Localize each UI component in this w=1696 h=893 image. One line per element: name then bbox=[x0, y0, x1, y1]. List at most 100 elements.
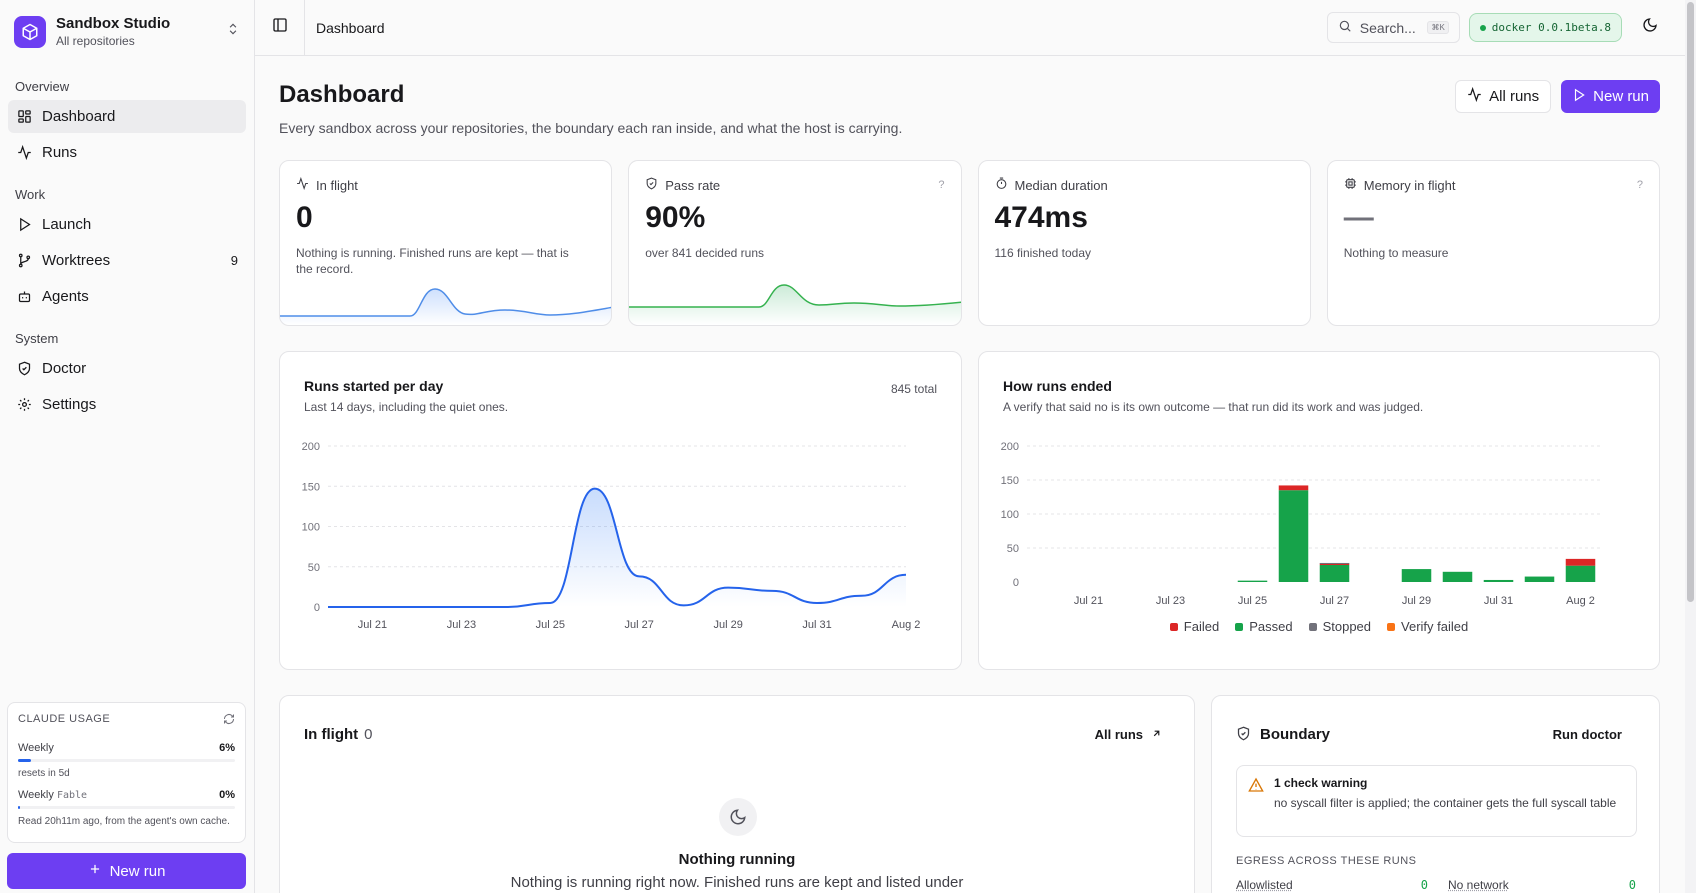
x-tick-label: Jul 31 bbox=[1484, 595, 1513, 607]
run-doctor-button[interactable]: Run doctor bbox=[1552, 727, 1622, 742]
egress-title: EGRESS ACROSS THESE RUNS bbox=[1236, 855, 1417, 867]
sidebar-new-run-button[interactable]: New run bbox=[7, 853, 246, 889]
bar-passed bbox=[1237, 580, 1268, 582]
legend-item: Verify failed bbox=[1387, 619, 1468, 634]
runs-per-day-card: 0 50 100 150 200 Jul 21 Jul 23 Jul 25 Jul 27 Jul … bbox=[279, 351, 962, 670]
stat-detail: over 841 decided runs bbox=[645, 246, 764, 260]
legend-swatch bbox=[1387, 622, 1396, 631]
nav-worktrees-label: Worktrees bbox=[42, 252, 111, 269]
play-icon bbox=[1572, 88, 1586, 106]
x-tick-label: Jul 21 bbox=[1074, 595, 1103, 607]
x-tick-label: Jul 31 bbox=[802, 619, 831, 631]
stat-card-pass-rate: Pass rate ? 90% over 841 decided runs bbox=[628, 160, 962, 326]
search-input[interactable]: Search... ⌘K bbox=[1326, 12, 1460, 43]
nav-agents[interactable]: Agents bbox=[8, 280, 246, 313]
warning-triangle-icon bbox=[1248, 777, 1264, 798]
workspace-scope: All repositories bbox=[56, 34, 135, 48]
in-flight-all-runs-link[interactable]: All runs bbox=[1095, 727, 1162, 742]
fable-usage-label: Weekly bbox=[18, 789, 54, 801]
legend-swatch bbox=[1308, 622, 1317, 631]
scrollbar-thumb[interactable] bbox=[1687, 2, 1694, 602]
bar-failed bbox=[1278, 485, 1309, 491]
worktrees-count: 9 bbox=[230, 253, 238, 268]
y-tick-label: 0 bbox=[314, 602, 320, 614]
in-flight-title: In flight bbox=[304, 726, 359, 743]
y-tick-label: 0 bbox=[1013, 577, 1019, 589]
nav-settings[interactable]: Settings bbox=[8, 388, 246, 421]
new-run-button[interactable]: New run bbox=[1561, 80, 1660, 113]
nav-doctor[interactable]: Doctor bbox=[8, 352, 246, 385]
x-tick-label: Jul 25 bbox=[1238, 595, 1267, 607]
bar-failed bbox=[1565, 558, 1596, 566]
x-tick-label: Jul 23 bbox=[447, 619, 476, 631]
topbar: Dashboard Search... ⌘K docker 0.0.1beta.… bbox=[255, 0, 1696, 56]
shield-check-icon bbox=[645, 177, 658, 193]
nav-dashboard-label: Dashboard bbox=[42, 108, 116, 125]
page-scrollbar[interactable] bbox=[1685, 0, 1696, 893]
section-work-title: Work bbox=[15, 187, 46, 202]
nav-worktrees[interactable]: Worktrees 9 bbox=[8, 244, 246, 277]
bar-stopped bbox=[1319, 562, 1350, 564]
sidebar-toggle-button[interactable] bbox=[255, 0, 305, 56]
stat-label: Median duration bbox=[1014, 177, 1108, 193]
x-tick-label: Aug 2 bbox=[1566, 595, 1595, 607]
legend-swatch bbox=[1169, 622, 1178, 631]
workspace-switcher[interactable]: Sandbox Studio All repositories bbox=[0, 0, 254, 63]
empty-state-title: Nothing running bbox=[678, 851, 796, 868]
stat-label: Memory in flight bbox=[1363, 177, 1456, 193]
page-title: Dashboard bbox=[279, 81, 405, 108]
shield-icon bbox=[1236, 726, 1251, 746]
nav-agents-label: Agents bbox=[42, 288, 89, 305]
stat-value: 90% bbox=[645, 201, 706, 234]
all-runs-label: All runs bbox=[1489, 88, 1540, 105]
outcomes-card: 0 50 100 150 200 Jul 21 Jul 23 Jul 25 Jul 27 Jul … bbox=[978, 351, 1660, 670]
runs-series-line bbox=[328, 487, 907, 608]
help-icon[interactable]: ? bbox=[1636, 179, 1643, 191]
workspace-name: Sandbox Studio bbox=[56, 15, 171, 32]
breadcrumb: Dashboard bbox=[316, 19, 385, 36]
git-branch-icon bbox=[16, 253, 32, 269]
nav-runs[interactable]: Runs bbox=[8, 136, 246, 169]
moon-sleep-icon bbox=[719, 798, 757, 836]
timer-icon bbox=[995, 177, 1008, 193]
moon-icon bbox=[1642, 17, 1658, 38]
plus-icon bbox=[88, 862, 102, 880]
x-tick-label: Jul 27 bbox=[625, 619, 654, 631]
legend-label: Passed bbox=[1249, 619, 1293, 634]
x-tick-label: Jul 23 bbox=[1156, 595, 1185, 607]
y-tick-label: 200 bbox=[302, 441, 320, 453]
stat-label: Pass rate bbox=[665, 177, 721, 193]
weekly-usage-bar bbox=[18, 759, 235, 762]
claude-usage-card: CLAUDE USAGE Weekly 6% resets in 5d Week… bbox=[7, 702, 246, 843]
theme-toggle-button[interactable] bbox=[1630, 17, 1670, 38]
section-system-title: System bbox=[15, 331, 59, 346]
dashboard-content: Dashboard Every sandbox across your repo… bbox=[279, 56, 1660, 893]
refresh-icon[interactable] bbox=[223, 713, 235, 728]
x-tick-label: Jul 29 bbox=[713, 619, 742, 631]
y-tick-label: 100 bbox=[302, 522, 320, 534]
nav-runs-label: Runs bbox=[42, 144, 78, 161]
nav-launch[interactable]: Launch bbox=[8, 208, 246, 241]
stat-value: 474ms bbox=[994, 201, 1088, 234]
activity-icon bbox=[296, 176, 309, 193]
search-icon bbox=[1338, 19, 1352, 36]
bot-icon bbox=[16, 289, 32, 305]
all-runs-button[interactable]: All runs bbox=[1455, 80, 1552, 113]
y-tick-label: 100 bbox=[1001, 509, 1019, 521]
nav-dashboard[interactable]: Dashboard bbox=[8, 100, 246, 133]
fable-usage-bar bbox=[18, 806, 235, 809]
no-network-label: No network bbox=[1448, 878, 1509, 892]
search-shortcut: ⌘K bbox=[1427, 21, 1449, 34]
dashboard-icon bbox=[16, 109, 32, 125]
allowlisted-label: Allowlisted bbox=[1236, 878, 1293, 892]
stat-detail: Nothing is running. Finished runs are ke… bbox=[296, 246, 569, 276]
outcomes-legend: Failed Passed Stopped Verify failed bbox=[979, 619, 1659, 634]
y-tick-label: 150 bbox=[302, 481, 320, 493]
runs-area bbox=[328, 488, 906, 607]
egress-summary: Allowlisted 0 No network 0 bbox=[1236, 878, 1637, 892]
stat-label: In flight bbox=[316, 177, 358, 193]
help-icon[interactable]: ? bbox=[938, 179, 945, 191]
in-flight-count: 0 bbox=[364, 726, 373, 743]
outcomes-chart: 0 50 100 150 200 Jul 21 Jul 23 Jul 25 Jul 27 Jul … bbox=[1001, 441, 1601, 607]
activity-icon bbox=[1467, 86, 1482, 106]
